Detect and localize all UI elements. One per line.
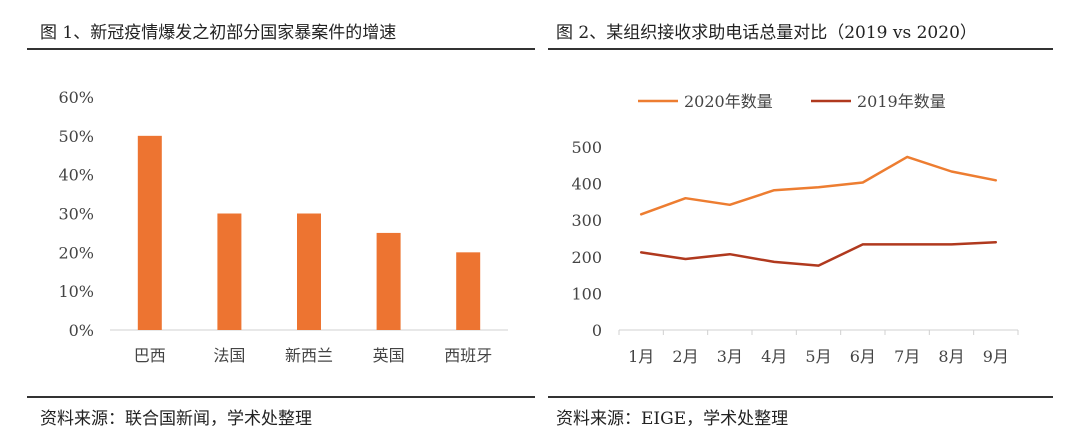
- right-chart-title: 图 2、某组织接收求助电话总量对比（2019 vs 2020）: [556, 23, 977, 43]
- bar-x-tick-label: 法国: [213, 346, 245, 365]
- bar-2: [217, 213, 242, 330]
- bar-y-tick-label: 50%: [58, 127, 94, 146]
- bar-y-tick-label: 0%: [69, 321, 94, 340]
- line-x-tick-label: 8月: [938, 347, 964, 366]
- line-x-tick-label: 4月: [761, 347, 787, 366]
- bar-y-tick-label: 10%: [58, 282, 94, 301]
- line-y-tick-label: 200: [571, 248, 602, 267]
- series-line-2019: [639, 240, 998, 267]
- legend-label: 2019年数量: [857, 92, 946, 111]
- bar-5: [456, 252, 481, 330]
- line-y-tick-label: 100: [571, 284, 602, 303]
- bar-3: [297, 213, 321, 330]
- line-y-tick-label: 500: [571, 138, 602, 157]
- series-line-2020: [639, 155, 998, 216]
- line-x-tick-label: 7月: [894, 347, 920, 366]
- bottom-rule-left: [27, 396, 535, 398]
- bar-y-tick-label: 60%: [58, 88, 94, 107]
- line-x-tick-label: 2月: [672, 347, 698, 366]
- bar-4: [376, 232, 401, 330]
- bar-y-tick-label: 40%: [58, 166, 94, 185]
- line-x-tick-label: 3月: [717, 347, 743, 366]
- left-chart-source: 资料来源：联合国新闻，学术处整理: [40, 409, 312, 429]
- line-x-tick-label: 6月: [850, 347, 876, 366]
- bar-x-tick-label: 英国: [373, 346, 405, 365]
- line-x-tick-label: 1月: [628, 347, 654, 366]
- bottom-rule-right: [548, 396, 1053, 398]
- bar-x-tick-label: 新西兰: [285, 346, 333, 365]
- line-y-tick-label: 400: [571, 175, 602, 194]
- left-chart-title: 图 1、新冠疫情爆发之初部分国家暴案件的增速: [40, 23, 397, 43]
- bar-x-tick-label: 巴西: [134, 346, 166, 365]
- legend-label: 2020年数量: [684, 92, 773, 111]
- right-chart-source: 资料来源：EIGE，学术处整理: [556, 409, 789, 429]
- bar-1: [137, 135, 162, 330]
- bar-x-tick-label: 西班牙: [444, 346, 492, 365]
- line-y-tick-label: 300: [571, 211, 602, 230]
- top-rule-right: [548, 48, 1053, 50]
- line-x-tick-label: 9月: [983, 347, 1009, 366]
- bar-y-tick-label: 30%: [58, 205, 94, 224]
- line-x-tick-label: 5月: [805, 347, 831, 366]
- top-rule-left: [27, 48, 535, 50]
- line-y-tick-label: 0: [592, 321, 602, 340]
- bar-y-tick-label: 20%: [58, 243, 94, 262]
